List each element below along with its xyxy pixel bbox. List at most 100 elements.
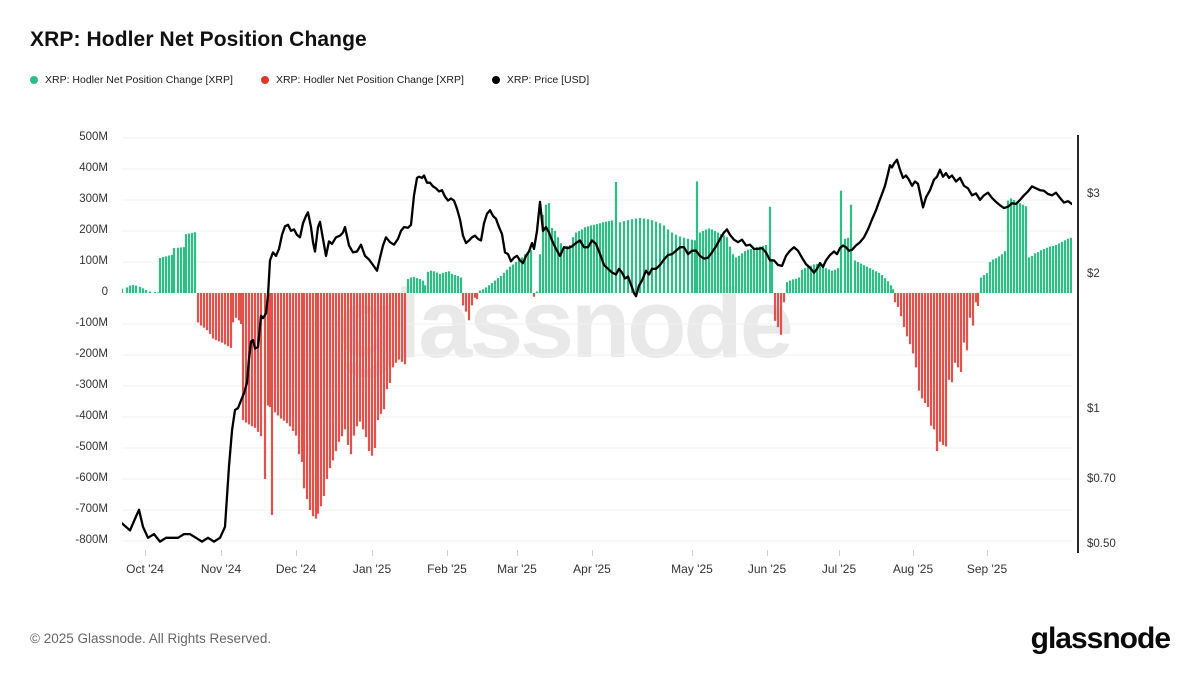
hodler-net-position-bar <box>859 263 863 293</box>
legend-item-price[interactable]: XRP: Price [USD] <box>491 74 589 86</box>
hodler-net-position-bar <box>134 285 138 293</box>
hodler-net-position-bar <box>164 256 168 293</box>
hodler-net-position-bar <box>423 285 427 293</box>
hodler-net-position-bar <box>821 266 825 293</box>
hodler-net-position-bar <box>415 278 419 293</box>
hodler-net-position-bar <box>550 227 554 293</box>
x-axis-tick <box>767 550 768 556</box>
x-axis-month-label: Oct '24 <box>126 562 164 576</box>
hodler-net-position-bar <box>187 233 191 293</box>
hodler-net-position-bar <box>1063 240 1067 293</box>
hodler-net-position-bar <box>385 293 389 390</box>
hodler-net-position-bar <box>223 293 227 345</box>
hodler-net-position-bar <box>779 293 783 335</box>
hodler-net-position-bar <box>470 293 474 306</box>
hodler-net-position-bar <box>583 227 587 293</box>
hodler-net-position-bar <box>654 221 658 293</box>
hodler-net-position-bar <box>758 246 762 293</box>
hodler-net-position-bar <box>473 293 477 298</box>
hodler-net-position-bar <box>435 272 439 293</box>
hodler-net-position-bar <box>403 293 407 365</box>
hodler-net-position-bar <box>244 293 248 423</box>
hodler-net-position-bar <box>270 293 274 515</box>
hodler-net-position-bar <box>1024 206 1028 293</box>
hodler-net-position-bar <box>678 236 682 293</box>
hodler-net-position-bar <box>622 221 626 293</box>
hodler-net-position-bar <box>941 293 945 445</box>
hodler-net-position-bar <box>508 266 512 293</box>
hodler-net-position-bar <box>773 293 777 321</box>
hodler-net-position-bar <box>334 293 338 452</box>
chart-area: glassnode 500M 400M 300M 200M 100M 0 -100M -200… <box>0 110 1200 590</box>
hodler-net-position-bar <box>642 218 646 293</box>
y-right-tick-label: $0.50 <box>1087 538 1116 551</box>
hodler-net-position-bar <box>202 293 206 328</box>
x-axis-month-label: Jul '25 <box>821 562 857 576</box>
hodler-net-position-bar <box>1066 238 1070 293</box>
hodler-net-position-bar <box>340 293 344 437</box>
hodler-net-position-bar <box>764 244 768 293</box>
x-axis-tick <box>221 550 222 556</box>
hodler-net-position-bar <box>883 278 887 293</box>
hodler-net-position-bar <box>538 254 542 293</box>
hodler-net-position-bar <box>719 234 723 293</box>
hodler-net-position-bar <box>971 293 975 326</box>
hodler-net-position-bar <box>979 277 983 293</box>
hodler-net-position-bar <box>426 271 430 293</box>
hodler-net-position-bar <box>182 247 186 293</box>
x-axis-tick <box>692 550 693 556</box>
hodler-net-position-bar <box>553 231 557 293</box>
hodler-net-position-bar <box>349 293 353 455</box>
hodler-net-position-bar <box>226 293 230 347</box>
hodler-net-position-bar <box>607 221 611 293</box>
hodler-net-position-bar <box>755 247 759 293</box>
hodler-net-position-bar <box>877 272 881 293</box>
hodler-net-position-bar <box>853 260 857 293</box>
hodler-net-position-bar <box>464 293 468 312</box>
hodler-net-position-bar <box>1009 198 1013 293</box>
hodler-net-position-bar <box>962 293 966 343</box>
hodler-net-position-bar <box>409 277 413 293</box>
hodler-net-position-bar <box>276 293 280 416</box>
hodler-net-position-bar <box>589 225 593 293</box>
hodler-net-position-bar <box>311 293 315 517</box>
hodler-net-position-bar <box>559 243 563 293</box>
hodler-net-position-bar <box>199 293 203 326</box>
x-axis-month-label: Nov '24 <box>200 562 242 576</box>
hodler-net-position-bar <box>526 252 530 293</box>
hodler-net-position-bar <box>1042 248 1046 293</box>
hodler-net-position-bar <box>456 275 460 293</box>
hodler-net-position-bar <box>412 276 416 293</box>
hodler-net-position-bar <box>846 237 850 293</box>
hodler-net-position-bar <box>305 293 309 500</box>
hodler-net-position-bar <box>517 259 521 293</box>
hodler-net-position-bar <box>379 293 383 414</box>
chart-plot-area[interactable] <box>122 130 1072 553</box>
hodler-net-position-bar <box>770 258 774 293</box>
hodler-net-position-bar <box>1012 200 1016 293</box>
legend-item-hodler-positive[interactable]: XRP: Hodler Net Position Change [XRP] <box>30 74 233 86</box>
hodler-net-position-bar <box>547 203 551 293</box>
hodler-net-position-bar <box>250 293 254 427</box>
hodler-net-position-bar <box>397 293 401 360</box>
legend-item-hodler-negative[interactable]: XRP: Hodler Net Position Change [XRP] <box>260 74 464 86</box>
hodler-net-position-bar <box>923 293 927 404</box>
glassnode-logo: glassnode <box>1030 622 1171 655</box>
hodler-net-position-bar <box>376 293 380 421</box>
hodler-net-position-bar <box>630 219 634 293</box>
hodler-net-position-bar <box>737 255 741 293</box>
hodler-net-position-bar <box>944 293 948 447</box>
hodler-net-position-bar <box>592 224 596 293</box>
hodler-net-position-bar <box>234 293 238 318</box>
y-left-tick-label: 200M <box>79 224 108 236</box>
hodler-net-position-bar <box>899 293 903 317</box>
hodler-net-position-bar <box>886 281 890 293</box>
hodler-net-position-bar <box>827 269 831 293</box>
hodler-net-position-bar <box>577 231 581 293</box>
hodler-net-position-bar <box>388 293 392 383</box>
hodler-net-position-bar <box>698 232 702 293</box>
hodler-net-position-bar <box>172 248 176 293</box>
hodler-net-position-bar <box>487 285 491 293</box>
hodler-net-position-bar <box>158 257 162 293</box>
hodler-net-position-bar <box>459 277 463 293</box>
